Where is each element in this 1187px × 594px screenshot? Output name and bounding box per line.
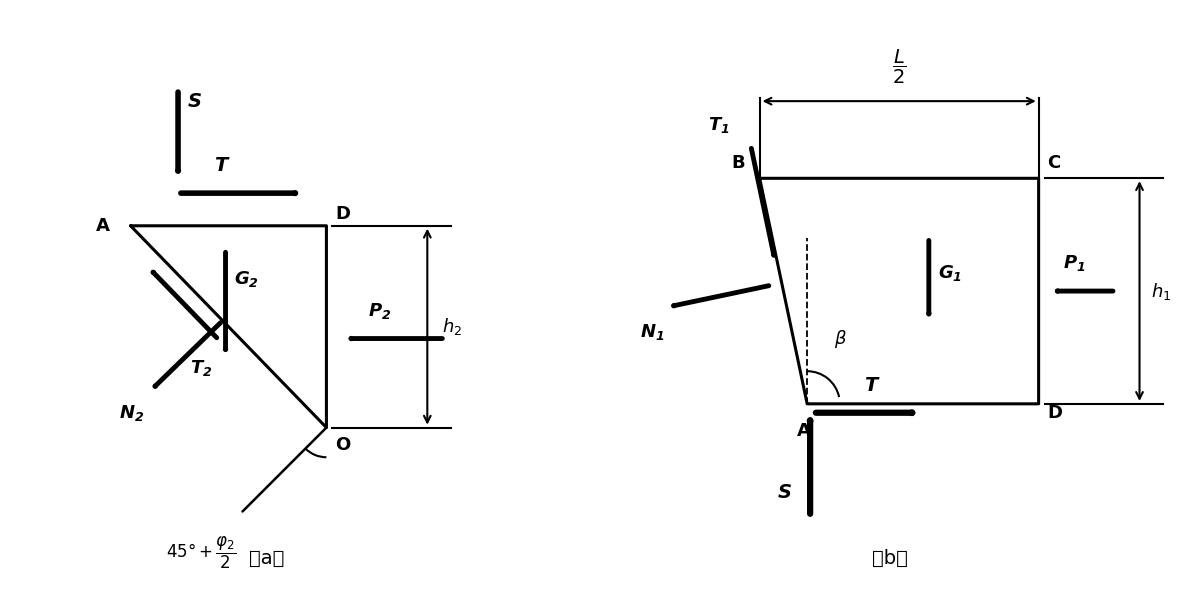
Text: B: B (731, 154, 745, 172)
Text: $\beta$: $\beta$ (833, 327, 846, 349)
Text: A: A (798, 422, 811, 440)
Text: $\bfit{T}$: $\bfit{T}$ (864, 376, 881, 395)
Text: D: D (1048, 404, 1062, 422)
Text: $\bfit{T}_2$: $\bfit{T}_2$ (190, 358, 212, 378)
Text: $\dfrac{L}{2}$: $\dfrac{L}{2}$ (891, 48, 907, 86)
Text: $\bfit{S}$: $\bfit{S}$ (777, 484, 793, 503)
Text: A: A (96, 217, 110, 235)
Text: $\bfit{N}_2$: $\bfit{N}_2$ (119, 403, 145, 423)
Text: D: D (336, 205, 350, 223)
Text: $\bfit{T}_1$: $\bfit{T}_1$ (709, 115, 730, 135)
Text: （a）: （a） (249, 549, 285, 568)
Text: $\bfit{N}_1$: $\bfit{N}_1$ (640, 322, 664, 342)
Text: C: C (1048, 154, 1061, 172)
Text: $\bfit{G}_2$: $\bfit{G}_2$ (234, 269, 260, 289)
Text: $\bfit{G}_1$: $\bfit{G}_1$ (938, 263, 961, 283)
Text: O: O (336, 437, 350, 454)
Text: $\bfit{T}$: $\bfit{T}$ (214, 156, 230, 175)
Text: （b）: （b） (872, 549, 908, 568)
Text: $\bfit{P}_1$: $\bfit{P}_1$ (1062, 253, 1086, 273)
Text: $\bfit{P}_2$: $\bfit{P}_2$ (368, 301, 392, 321)
Text: $h_1$: $h_1$ (1151, 280, 1172, 302)
Text: $h_2$: $h_2$ (442, 316, 462, 337)
Text: $45°+\dfrac{\varphi_2}{2}$: $45°+\dfrac{\varphi_2}{2}$ (166, 535, 237, 571)
Text: $\bfit{S}$: $\bfit{S}$ (186, 91, 202, 110)
